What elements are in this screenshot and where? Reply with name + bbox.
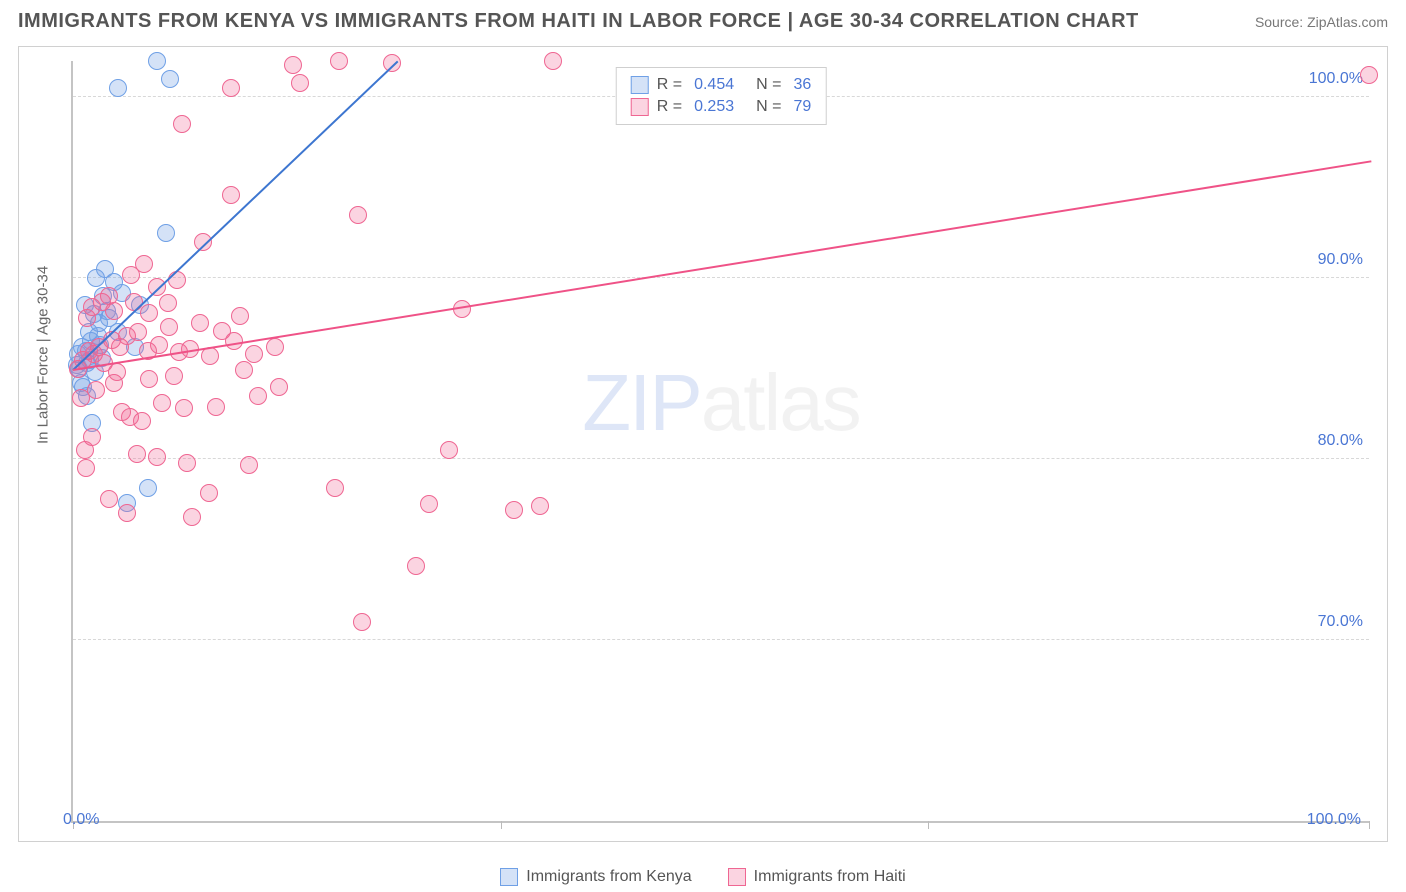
legend-item: Immigrants from Haiti xyxy=(728,868,906,886)
y-tick-label: 70.0% xyxy=(1318,613,1363,631)
data-point xyxy=(420,495,438,513)
y-tick-label: 100.0% xyxy=(1309,70,1363,88)
data-point xyxy=(76,441,94,459)
data-point xyxy=(291,74,309,92)
data-point xyxy=(407,557,425,575)
data-point xyxy=(105,302,123,320)
data-point xyxy=(222,186,240,204)
data-point xyxy=(191,314,209,332)
data-point xyxy=(178,454,196,472)
data-point xyxy=(140,370,158,388)
y-tick-label: 80.0% xyxy=(1318,432,1363,450)
data-point xyxy=(349,206,367,224)
x-axis-max-label: 100.0% xyxy=(1307,811,1361,829)
y-tick-label: 90.0% xyxy=(1318,251,1363,269)
x-tick xyxy=(928,821,929,829)
x-axis-min-label: 0.0% xyxy=(63,811,99,829)
data-point xyxy=(245,345,263,363)
r-label: R = xyxy=(657,98,682,116)
data-point xyxy=(160,318,178,336)
data-point xyxy=(113,403,131,421)
stats-row: R = 0.253 N = 79 xyxy=(631,96,812,118)
n-value: 36 xyxy=(793,76,811,94)
gridline xyxy=(73,458,1369,459)
data-point xyxy=(139,479,157,497)
data-point xyxy=(330,52,348,70)
n-label: N = xyxy=(756,76,781,94)
data-point xyxy=(173,115,191,133)
y-axis-label: In Labor Force | Age 30-34 xyxy=(35,266,52,444)
data-point xyxy=(353,613,371,631)
data-point xyxy=(87,381,105,399)
x-tick xyxy=(501,821,502,829)
n-value: 79 xyxy=(793,98,811,116)
data-point xyxy=(129,323,147,341)
n-label: N = xyxy=(756,98,781,116)
legend-item: Immigrants from Kenya xyxy=(500,868,691,886)
data-point xyxy=(175,399,193,417)
legend-swatch xyxy=(631,98,649,116)
plot-area: ZIPatlas R = 0.454 N = 36 R = 0.253 N = 79 70.0… xyxy=(71,61,1369,823)
legend-label: Immigrants from Kenya xyxy=(526,868,691,886)
data-point xyxy=(128,445,146,463)
data-point xyxy=(77,459,95,477)
stats-legend: R = 0.454 N = 36 R = 0.253 N = 79 xyxy=(616,67,827,125)
series-legend: Immigrants from Kenya Immigrants from Hai… xyxy=(0,868,1406,886)
data-point xyxy=(1360,66,1378,84)
data-point xyxy=(235,361,253,379)
data-point xyxy=(118,504,136,522)
source-label: Source: ZipAtlas.com xyxy=(1255,14,1388,30)
data-point xyxy=(270,378,288,396)
data-point xyxy=(200,484,218,502)
data-point xyxy=(207,398,225,416)
x-tick xyxy=(1369,821,1370,829)
data-point xyxy=(249,387,267,405)
data-point xyxy=(266,338,284,356)
data-point xyxy=(284,56,302,74)
r-value: 0.454 xyxy=(694,76,734,94)
data-point xyxy=(326,479,344,497)
gridline xyxy=(73,639,1369,640)
data-point xyxy=(108,363,126,381)
data-point xyxy=(133,412,151,430)
data-point xyxy=(505,501,523,519)
data-point xyxy=(159,294,177,312)
legend-swatch xyxy=(500,868,518,886)
data-point xyxy=(231,307,249,325)
legend-label: Immigrants from Haiti xyxy=(754,868,906,886)
gridline xyxy=(73,277,1369,278)
data-point xyxy=(544,52,562,70)
data-point xyxy=(100,490,118,508)
watermark: ZIPatlas xyxy=(582,357,859,449)
data-point xyxy=(531,497,549,515)
r-label: R = xyxy=(657,76,682,94)
data-point xyxy=(148,52,166,70)
data-point xyxy=(161,70,179,88)
data-point xyxy=(222,79,240,97)
legend-swatch xyxy=(631,76,649,94)
data-point xyxy=(150,336,168,354)
data-point xyxy=(168,271,186,289)
data-point xyxy=(165,367,183,385)
r-value: 0.253 xyxy=(694,98,734,116)
data-point xyxy=(157,224,175,242)
data-point xyxy=(440,441,458,459)
data-point xyxy=(140,304,158,322)
legend-swatch xyxy=(728,868,746,886)
page-title: IMMIGRANTS FROM KENYA VS IMMIGRANTS FROM… xyxy=(18,10,1139,33)
stats-row: R = 0.454 N = 36 xyxy=(631,74,812,96)
chart-container: In Labor Force | Age 30-34 ZIPatlas R = 0… xyxy=(18,46,1388,842)
data-point xyxy=(240,456,258,474)
data-point xyxy=(383,54,401,72)
data-point xyxy=(153,394,171,412)
data-point xyxy=(183,508,201,526)
data-point xyxy=(109,79,127,97)
data-point xyxy=(135,255,153,273)
data-point xyxy=(148,448,166,466)
